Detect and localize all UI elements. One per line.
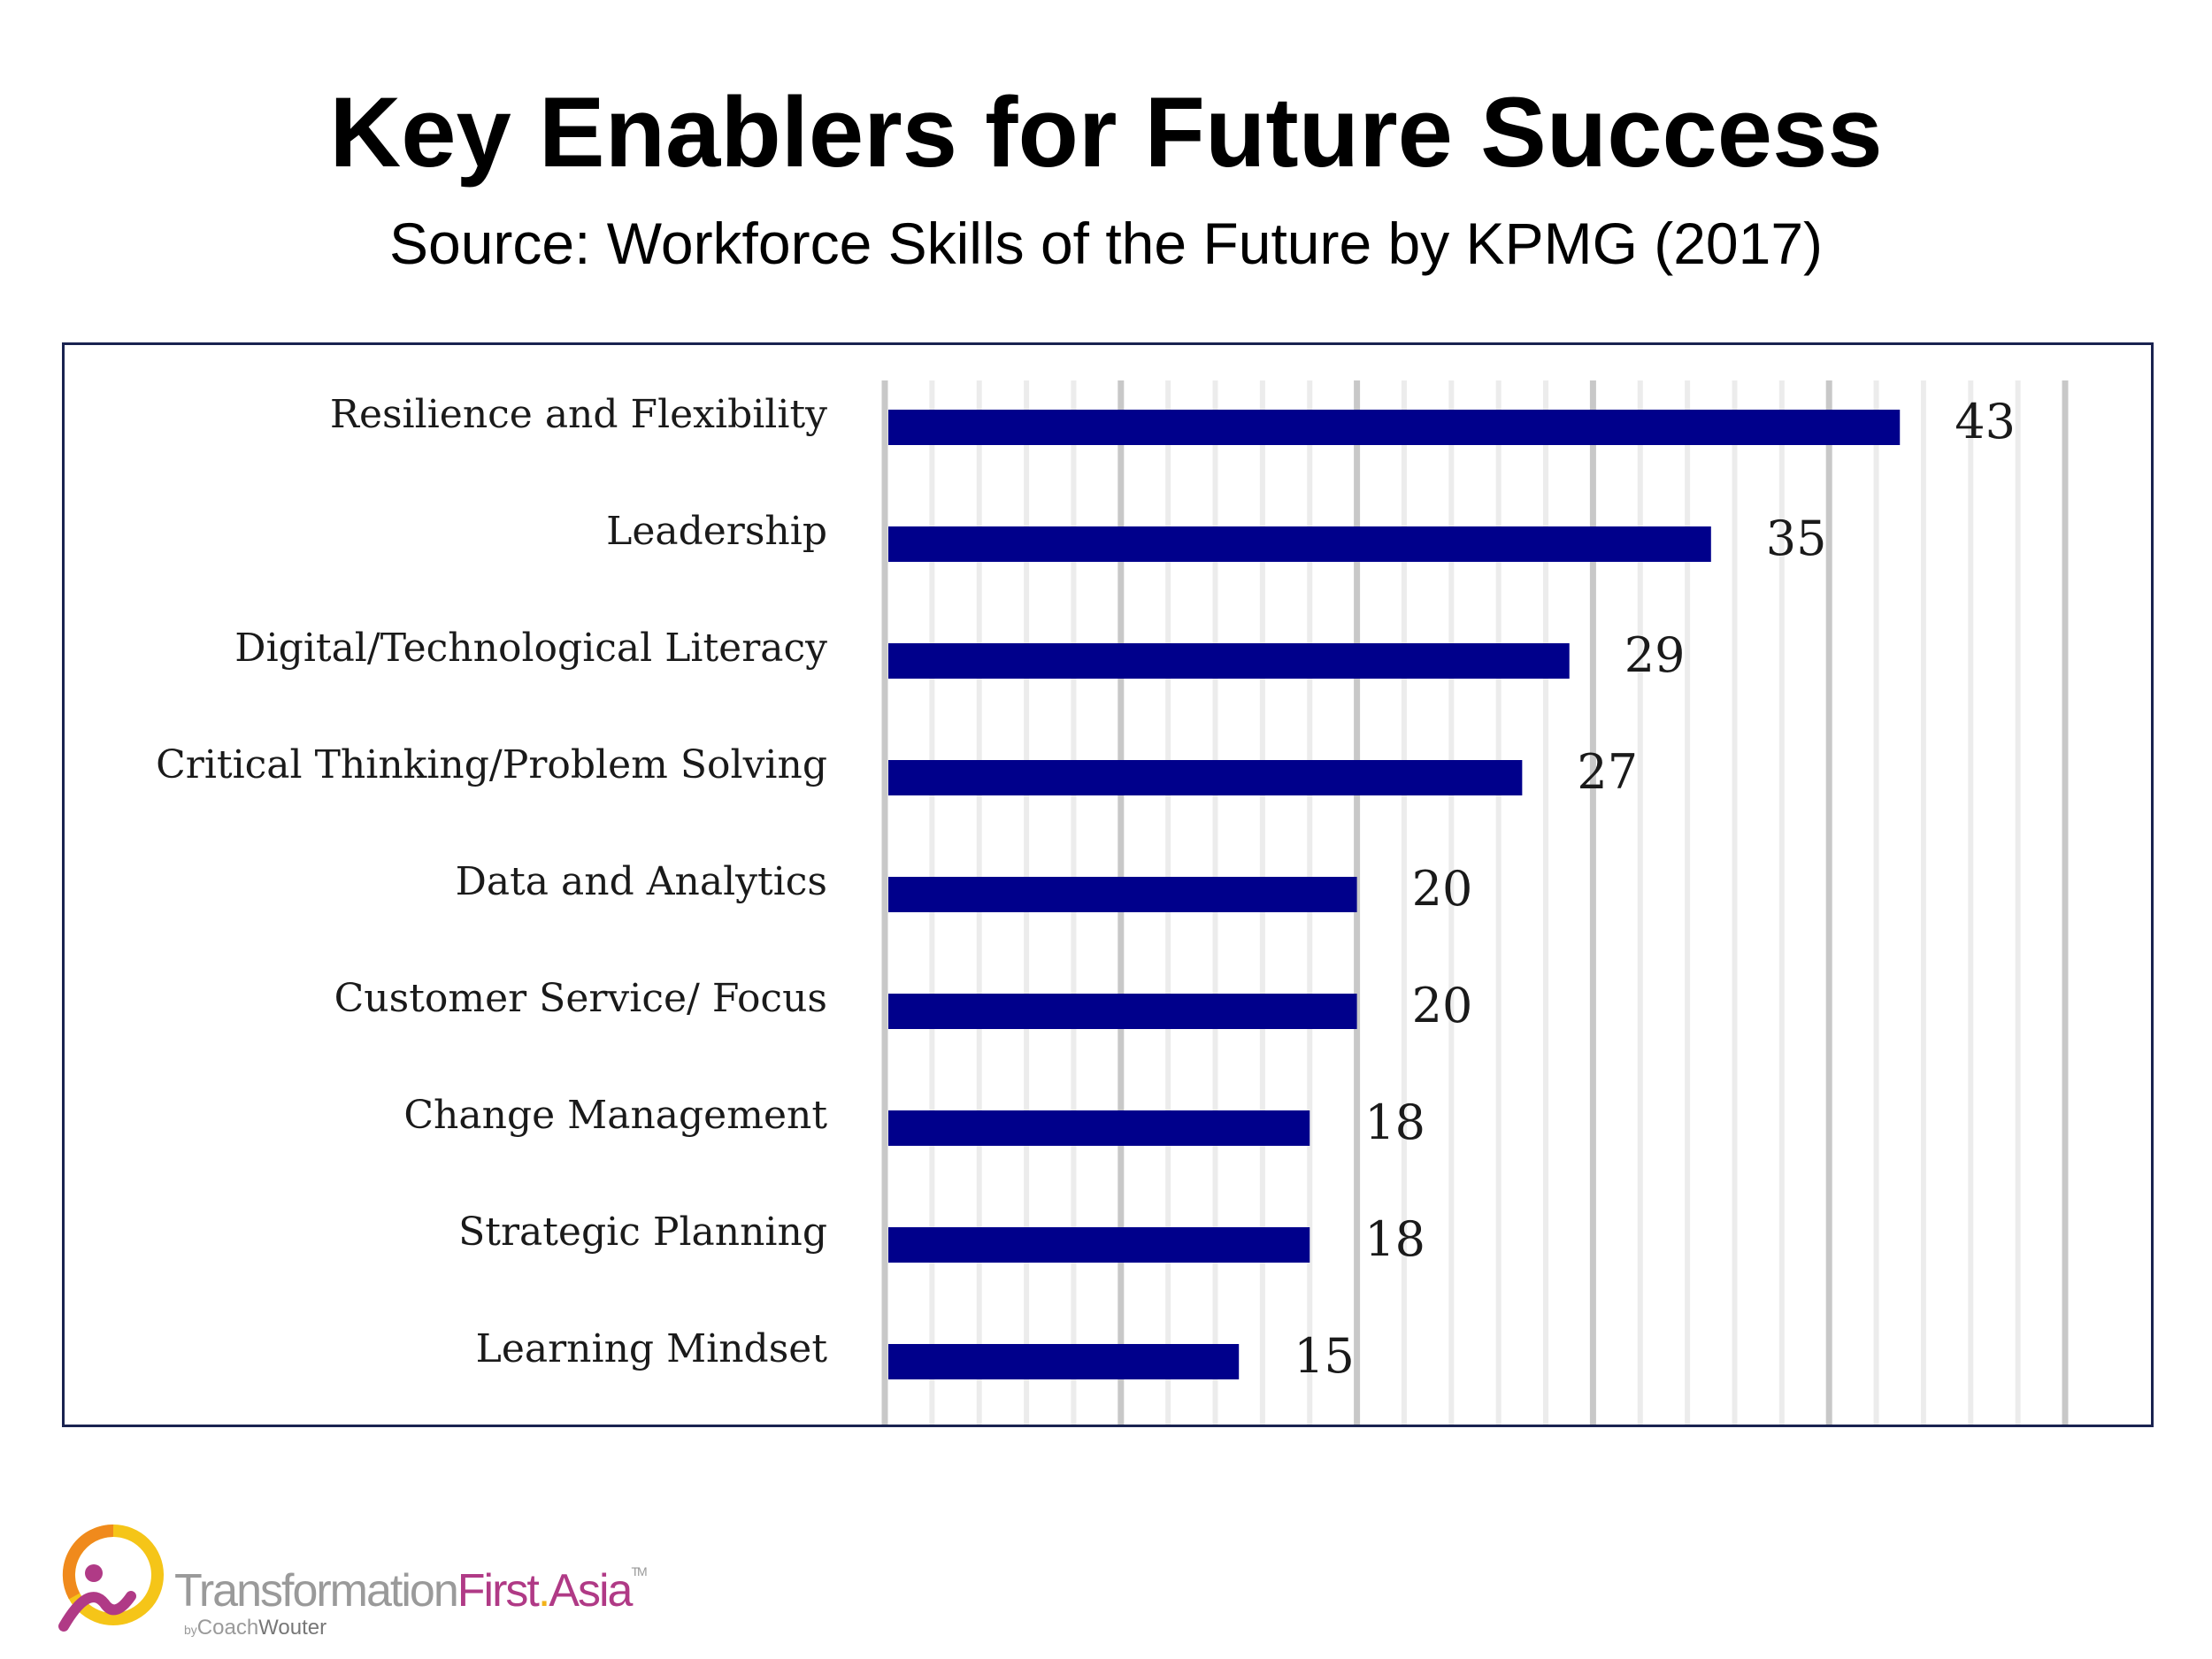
data-label: 20 (1412, 978, 1473, 1033)
category-label: Resilience and Flexibility (330, 392, 827, 437)
brand-logo: TransformationFirst.AsiaTM byCoachWouter (53, 1522, 672, 1646)
data-label: 35 (1766, 511, 1827, 566)
data-label: 29 (1624, 627, 1686, 683)
bar (888, 643, 1570, 679)
category-label: Learning Mindset (476, 1326, 828, 1371)
bar (888, 1344, 1240, 1379)
logo-byline: byCoachWouter (184, 1616, 327, 1640)
data-label: 20 (1412, 861, 1473, 917)
logo-mark-icon (58, 1524, 164, 1632)
logo-wordmark: TransformationFirst.AsiaTM (174, 1564, 648, 1617)
chart-frame: Resilience and Flexibility 43 Leadership 35… (62, 342, 2154, 1427)
data-label: 43 (1955, 394, 2016, 449)
bar (888, 1110, 1310, 1146)
chart-subtitle: Source: Workforce Skills of the Future b… (388, 211, 1824, 276)
bar (888, 410, 1901, 445)
bar (888, 877, 1357, 912)
bar (888, 526, 1711, 562)
bar-chart: Resilience and Flexibility 43 Leadership 35… (156, 380, 2069, 1425)
category-label: Critical Thinking/Problem Solving (156, 742, 827, 787)
data-label: 18 (1364, 1094, 1425, 1150)
category-label: Data and Analytics (456, 859, 827, 904)
data-label: 27 (1577, 744, 1638, 800)
data-label: 18 (1364, 1211, 1425, 1267)
category-label: Change Management (403, 1093, 827, 1138)
category-label: Strategic Planning (458, 1210, 827, 1255)
category-label: Customer Service/ Focus (334, 976, 827, 1021)
bar (888, 1227, 1310, 1263)
data-label: 15 (1294, 1328, 1355, 1384)
category-label: Digital/Technological Literacy (234, 626, 827, 671)
bar (888, 760, 1523, 795)
chart-title: Key Enablers for Future Success (329, 77, 1883, 188)
bar (888, 994, 1357, 1029)
category-label: Leadership (606, 509, 827, 554)
